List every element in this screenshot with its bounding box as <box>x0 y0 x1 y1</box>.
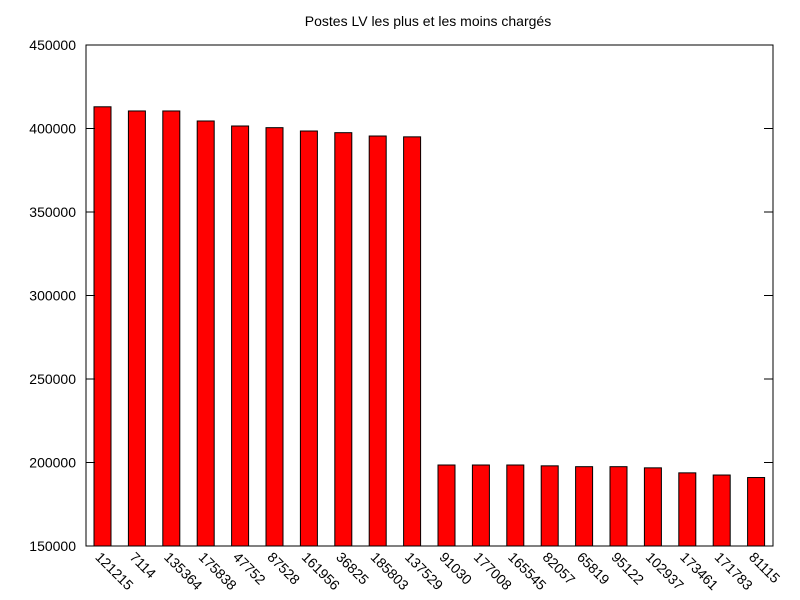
y-tick-label: 400000 <box>29 121 76 137</box>
bar <box>712 474 731 547</box>
y-tick-label: 300000 <box>29 288 76 304</box>
bar <box>196 120 215 547</box>
y-tick-label: 350000 <box>29 204 76 220</box>
bar <box>162 110 181 547</box>
x-tick-label: 87528 <box>264 549 303 588</box>
x-tick-label: 65819 <box>574 549 613 588</box>
bar <box>747 477 766 547</box>
y-tick-label: 450000 <box>29 37 76 53</box>
bar <box>265 127 284 547</box>
bar <box>403 136 422 547</box>
plot-frame <box>85 44 774 547</box>
bar <box>643 467 662 547</box>
bar <box>471 464 490 547</box>
chart-title: Postes LV les plus et les moins chargés <box>305 13 551 29</box>
bar <box>334 132 353 547</box>
bar <box>575 466 594 547</box>
bar <box>437 464 456 547</box>
bar <box>540 465 559 547</box>
bar <box>609 466 628 547</box>
bar <box>368 135 387 547</box>
bar <box>231 125 250 547</box>
bar <box>127 110 146 547</box>
y-tick-label: 250000 <box>29 371 76 387</box>
y-tick-label: 200000 <box>29 455 76 471</box>
bar <box>299 130 318 547</box>
x-tick-label: 95122 <box>608 549 647 588</box>
y-tick-label: 150000 <box>29 538 76 554</box>
bar <box>506 464 525 547</box>
bar <box>678 472 697 547</box>
bars-group <box>93 106 766 547</box>
bar <box>93 106 112 547</box>
